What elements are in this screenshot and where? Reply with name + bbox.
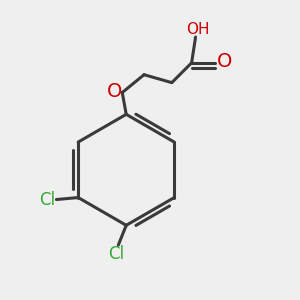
Text: Cl: Cl — [108, 245, 124, 263]
Text: O: O — [217, 52, 232, 71]
Text: OH: OH — [186, 22, 209, 37]
Text: Cl: Cl — [39, 190, 56, 208]
Text: O: O — [106, 82, 122, 101]
